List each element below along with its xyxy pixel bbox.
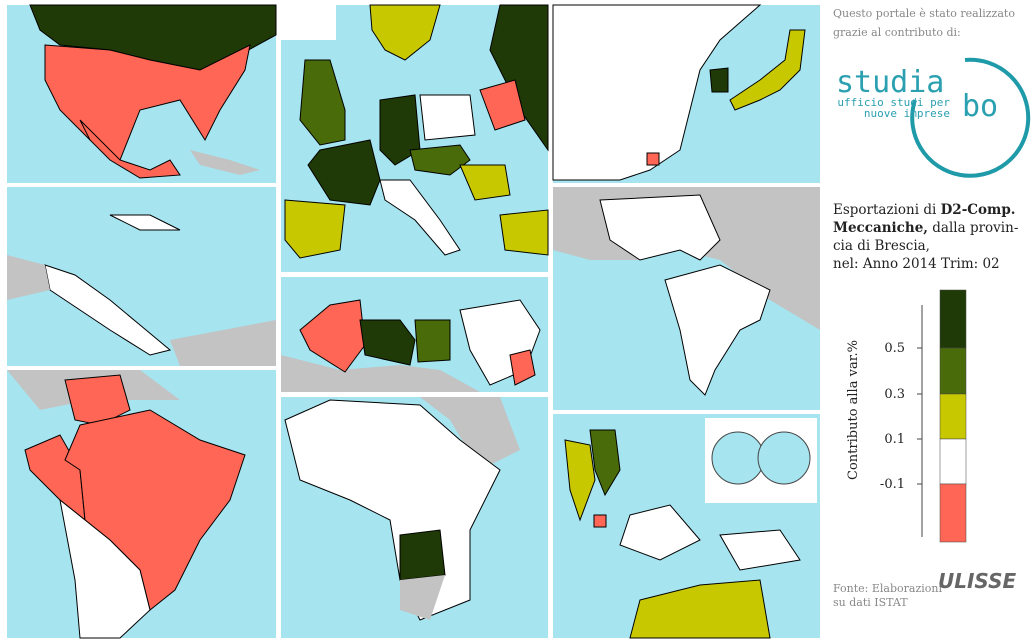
country — [59, 498, 151, 639]
source-text: su dati ISTAT — [833, 596, 908, 609]
land — [400, 575, 445, 620]
legend-swatch — [939, 393, 967, 440]
source-text: Fonte: Elaborazioni — [833, 582, 942, 595]
description-product: D2-Comp. — [941, 202, 1016, 218]
country — [729, 29, 806, 111]
country — [284, 399, 501, 621]
legend-tick-label: 0.1 — [884, 432, 905, 447]
description-rest: dalla provin- — [928, 220, 1018, 236]
country — [44, 264, 172, 356]
country — [414, 319, 451, 363]
country — [299, 59, 346, 146]
description-prefix: Esportazioni di — [833, 202, 941, 218]
country — [664, 264, 771, 396]
logo-subtext: ufficio studi per — [837, 96, 950, 109]
country — [284, 199, 346, 259]
sponsor: Questo portale è stato realizzato grazie… — [833, 7, 1031, 178]
footer: Fonte: Elaborazioni su dati ISTAT ULISSE — [833, 569, 1017, 609]
legend-swatch — [939, 438, 967, 485]
description-product: Meccaniche, — [833, 220, 928, 236]
country — [409, 144, 471, 176]
legend-swatch — [939, 347, 967, 395]
country — [552, 4, 762, 181]
land — [420, 397, 520, 470]
country — [44, 44, 251, 161]
country — [307, 139, 381, 206]
sponsor-text: grazie al contributo di: — [833, 26, 961, 39]
legend-swatch — [939, 483, 967, 543]
logo-text: studia — [836, 65, 944, 100]
country — [599, 194, 721, 261]
country — [719, 529, 801, 571]
country — [419, 94, 476, 141]
panel-south-america — [7, 370, 276, 639]
country — [379, 179, 461, 256]
brand: ULISSE — [938, 569, 1017, 593]
logo-subtext: nuove imprese — [864, 107, 950, 120]
country — [593, 514, 607, 528]
panel-southeast-asia — [553, 414, 820, 639]
map-panels — [7, 4, 820, 639]
land — [281, 355, 480, 392]
panel-europe — [281, 4, 549, 272]
logo-arc — [910, 57, 1031, 178]
panel-south-asia — [553, 187, 820, 410]
panel-africa — [281, 397, 548, 638]
country — [369, 4, 441, 61]
legend-tick-label: 0.5 — [884, 341, 905, 356]
sponsor-text: Questo portale è stato realizzato — [833, 7, 1015, 20]
country — [589, 429, 621, 497]
country — [646, 152, 660, 166]
panel-central-america — [7, 187, 276, 366]
country — [64, 409, 246, 611]
country — [359, 319, 416, 366]
description-period: nel: Anno 2014 Trim: 02 — [833, 256, 1000, 272]
land — [190, 150, 260, 175]
panel-north-america — [7, 4, 277, 183]
land — [7, 255, 50, 300]
country — [629, 579, 771, 639]
globe — [757, 431, 811, 485]
country — [109, 214, 181, 231]
land — [170, 320, 276, 366]
country — [564, 439, 596, 522]
logo-text: bo — [962, 89, 998, 124]
description: Esportazioni di D2-Comp. Meccaniche, dal… — [833, 202, 1018, 272]
globe — [711, 431, 765, 485]
legend-tick-label: -0.1 — [880, 477, 905, 492]
legend-swatch — [939, 289, 967, 349]
country — [709, 67, 729, 93]
legend: Contributo alla var.% 0.5 0.3 0.1 -0.1 — [846, 289, 967, 543]
country — [479, 79, 526, 131]
country — [459, 164, 511, 201]
panel-east-asia — [552, 4, 820, 183]
country — [79, 119, 181, 179]
panel-middle-east — [281, 277, 548, 392]
country — [379, 94, 421, 166]
description-text: Esportazioni di D2-Comp. — [833, 202, 1015, 218]
country — [499, 209, 549, 256]
legend-tick-label: 0.3 — [884, 387, 905, 402]
country — [399, 529, 446, 581]
country — [619, 504, 701, 561]
country — [509, 349, 536, 386]
description-text: Meccaniche, dalla provin- — [833, 220, 1018, 236]
legend-axis-label: Contributo alla var.% — [846, 340, 861, 480]
iceland-inset — [281, 5, 336, 40]
description-text: cia di Brescia, — [833, 238, 930, 254]
